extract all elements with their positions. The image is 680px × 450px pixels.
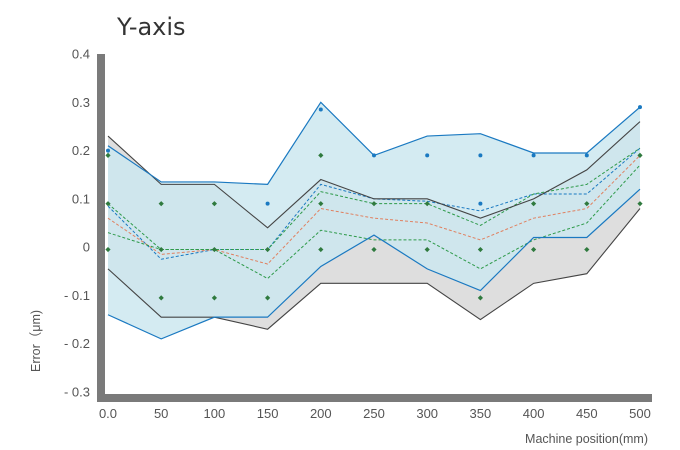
green-marker [105,201,111,207]
blue-marker [425,153,430,158]
blue-marker [265,201,270,206]
x-tick-label: 450 [576,406,598,421]
x-tick-labels: 0.0 50 100 150 200 250 300 350 400 450 500 [99,406,651,421]
green-marker [158,246,164,253]
green-marker [265,246,271,253]
y-tick-label: 0.3 [72,95,90,110]
y-tick-label: 0 [83,240,90,255]
green-marker [584,246,590,253]
green-marker [531,201,537,207]
green-marker [584,201,590,207]
y-tick-label: - 0.2 [64,336,90,351]
x-tick-label: 400 [523,406,545,421]
blue-band-lower-line [107,188,641,340]
x-tick-label: 350 [470,406,492,421]
green-marker [211,246,217,253]
y-tick-label: - 0.3 [64,385,90,400]
blue-band-fill [108,102,640,339]
green-marker [158,295,164,301]
y-tick-label: 0.2 [72,143,90,158]
x-tick-label: 100 [204,406,226,421]
x-tick-label: 300 [416,406,438,421]
series-lines [107,101,641,340]
x-tick-label: 50 [154,406,168,421]
blue-marker [584,153,589,158]
green-marker [105,246,111,253]
y-axis-bar [97,54,105,402]
green-marker [318,246,324,253]
blue-marker [106,148,110,153]
x-axis-bar [97,394,652,402]
green-marker [637,152,643,158]
error-bands [108,102,640,339]
blue-marker [372,153,376,158]
green-marker [211,295,217,301]
blue-marker [638,105,642,110]
green-marker [477,295,483,301]
gray-band-lower-line [107,208,641,330]
green-marker [531,246,537,253]
data-markers [105,105,643,301]
green-marker [424,246,430,253]
y-tick-label: 0.1 [72,191,90,206]
green-marker [477,246,483,253]
green-marker [105,152,111,158]
y-tick-labels: 0.4 0.3 0.2 0.1 0 - 0.1 - 0.2 - 0.3 [64,47,90,400]
gray-band-upper-line [107,121,641,229]
x-tick-label: 200 [310,406,332,421]
green-marker [318,152,324,158]
blue-marker [318,107,323,112]
x-tick-label: 150 [257,406,279,421]
x-axis-label: Machine position(mm) [525,432,648,446]
y-axis-label: Error（μm) [29,310,43,372]
y-tick-label: - 0.1 [64,288,90,303]
green-marker [371,246,377,253]
blue-marker [531,153,536,158]
dashed-line-green-4 [107,164,641,280]
blue-marker [478,153,483,158]
green-marker [424,201,430,207]
green-marker [371,201,377,207]
blue-marker [478,201,483,206]
green-marker [318,201,324,207]
green-marker [211,201,217,207]
green-marker [637,201,643,207]
green-marker [158,201,164,207]
chart-title: Y-axis [116,13,186,41]
x-tick-label: 0.0 [99,406,117,421]
x-tick-label: 250 [363,406,385,421]
y-tick-label: 0.4 [72,47,90,62]
x-tick-label: 500 [629,406,651,421]
green-marker [265,295,271,301]
